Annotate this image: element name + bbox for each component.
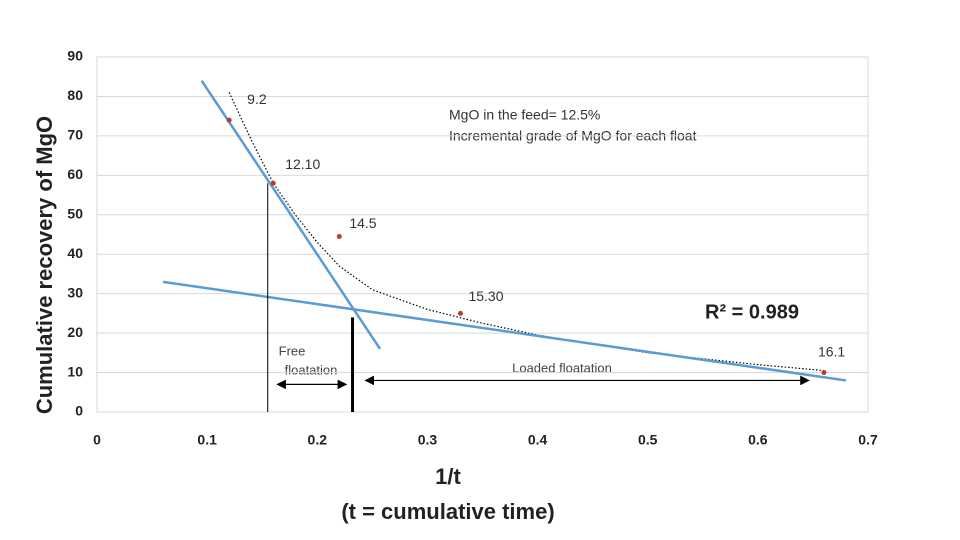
x-tick-label: 0.5 (638, 432, 658, 448)
data-point (336, 233, 342, 239)
point-label: 14.5 (349, 215, 376, 231)
x-tick-label: 0.7 (858, 432, 878, 448)
x-tick-label: 0.1 (197, 432, 217, 448)
y-tick-label: 70 (67, 127, 83, 143)
y-tick-label: 50 (67, 205, 83, 221)
x-axis-sublabel: (t = cumulative time) (341, 499, 554, 524)
x-axis-label: 1/t (435, 464, 461, 489)
point-label: 9.2 (247, 91, 267, 107)
x-tick-label: 0.2 (308, 432, 328, 448)
free-label: floatation (285, 362, 338, 377)
x-tick-label: 0.4 (528, 432, 548, 448)
data-point (226, 117, 232, 123)
y-tick-label: 20 (67, 324, 83, 340)
y-tick-label: 0 (75, 403, 83, 419)
free-label: Free (279, 343, 306, 358)
fit-line (200, 79, 382, 350)
r-squared: R² = 0.989 (705, 301, 799, 323)
y-tick-label: 10 (67, 363, 83, 379)
y-axis-label: Cumulative recovery of MgO (32, 116, 57, 414)
x-tick-label: 0 (93, 432, 101, 448)
data-point (821, 370, 827, 376)
y-tick-label: 40 (67, 245, 83, 261)
point-label: 16.1 (818, 343, 845, 359)
data-point (270, 180, 276, 186)
loaded-label: Loaded floatation (512, 360, 612, 375)
y-tick-label: 60 (67, 166, 83, 182)
point-label: 15.30 (468, 288, 503, 304)
x-tick-label: 0.3 (418, 432, 438, 448)
fit-line (162, 280, 847, 382)
y-tick-label: 80 (67, 87, 83, 103)
x-tick-label: 0.6 (748, 432, 768, 448)
y-tick-label: 90 (67, 48, 83, 64)
point-label: 12.10 (285, 156, 320, 172)
y-tick-label: 30 (67, 284, 83, 300)
data-point (457, 310, 463, 316)
note: MgO in the feed= 12.5% (449, 107, 600, 123)
